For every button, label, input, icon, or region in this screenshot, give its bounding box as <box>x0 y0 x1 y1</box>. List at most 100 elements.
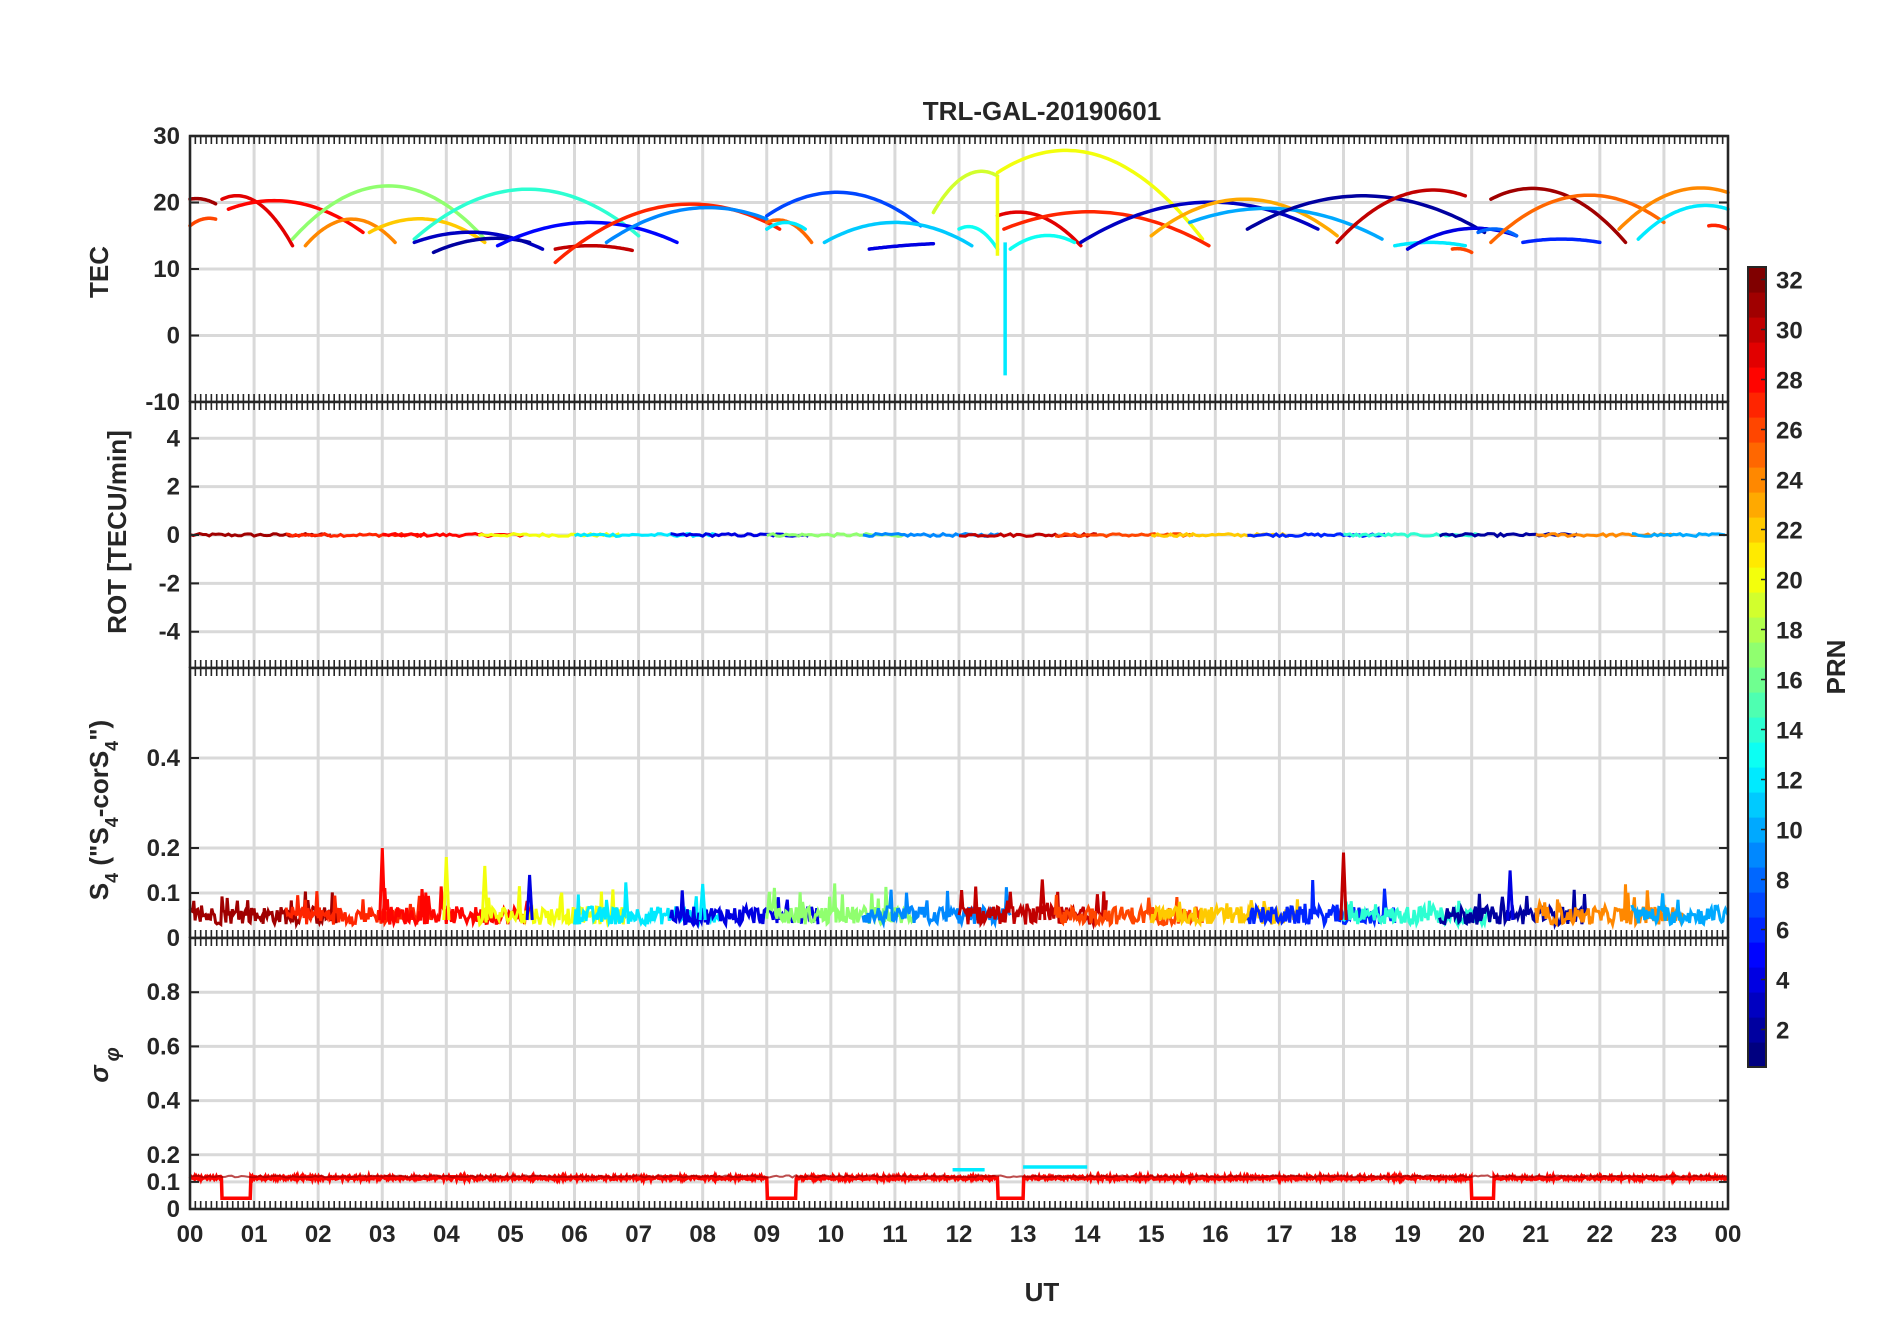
y-tick-label: 0.4 <box>147 1088 181 1115</box>
s4-peak-prn12 <box>698 883 707 921</box>
panel-tec: -10 0 10 20 30 TEC <box>84 123 1730 416</box>
y-tick-label: 10 <box>153 256 180 283</box>
tec-series-prn12 <box>1393 240 1468 248</box>
tec-series-prn29 <box>995 210 1083 248</box>
colorbar-segment <box>1748 992 1766 1018</box>
y-tick-label: 0 <box>167 323 180 350</box>
y-tick-label: 0.1 <box>147 880 180 907</box>
tec-series-prn14 <box>412 187 641 241</box>
colorbar-segment <box>1748 417 1766 443</box>
x-tick-label: 11 <box>882 1221 907 1248</box>
colorbar-segment <box>1748 692 1766 718</box>
x-tick-label: 23 <box>1651 1221 1678 1248</box>
colorbar-tick-label: 10 <box>1776 818 1803 845</box>
panel-s4-data <box>188 847 1730 931</box>
tec-series-prn30 <box>1335 188 1468 245</box>
tec-series-prn5 <box>495 220 679 248</box>
colorbar-tick-label: 32 <box>1776 268 1803 295</box>
tec-series-prn27 <box>1002 210 1211 248</box>
colorbar-frame <box>1747 266 1767 1068</box>
x-tick-label: 07 <box>625 1221 652 1248</box>
tec-series-prn19 <box>931 169 1000 215</box>
colorbar-tick-label: 20 <box>1776 568 1803 595</box>
s4-series-prn17 <box>765 883 916 928</box>
y-tick-label: 0.2 <box>147 835 180 862</box>
x-tick-label: 01 <box>241 1221 268 1248</box>
y-tick-label: 30 <box>153 123 180 150</box>
colorbar-segment <box>1748 317 1766 343</box>
s4-series-prn22 <box>1149 899 1301 928</box>
colorbar-tick-label: 16 <box>1776 668 1803 695</box>
panel-tec-data <box>188 148 1730 376</box>
s4-peak-prn4 <box>1506 870 1515 921</box>
colorbar-segment <box>1748 942 1766 968</box>
tec-series-prn23 <box>1149 197 1339 238</box>
colorbar-tick-label: 26 <box>1776 418 1803 445</box>
y-tick-label: 0.2 <box>147 1142 180 1169</box>
colorbar-segment <box>1748 917 1766 943</box>
y-tick-label: 4 <box>167 425 181 452</box>
y-tick-label: 0.4 <box>147 745 181 772</box>
colorbar-segment <box>1748 392 1766 418</box>
colorbar-segment <box>1748 817 1766 843</box>
s4-series-prn24 <box>1534 884 1685 931</box>
s4-series-prn10 <box>1630 893 1730 928</box>
colorbar-segment <box>1748 617 1766 643</box>
tec-series-prn25 <box>1489 193 1666 245</box>
colorbar-segment <box>1748 517 1766 543</box>
colorbar-tick-label: 6 <box>1776 918 1789 945</box>
x-tick-label: 19 <box>1394 1221 1421 1248</box>
y-tick-label: 0.1 <box>147 1169 180 1196</box>
x-tick-label: 21 <box>1522 1221 1549 1248</box>
colorbar-tick-label: 4 <box>1776 968 1790 995</box>
colorbar-segment <box>1748 642 1766 668</box>
colorbar-tick-label: 30 <box>1776 318 1803 345</box>
x-tick-label: 16 <box>1202 1221 1229 1248</box>
colorbar-segment <box>1748 367 1766 393</box>
tec-series-prn11 <box>822 220 974 248</box>
tec-series-prn8 <box>1476 227 1519 238</box>
s4-peak-prn28 <box>378 847 387 921</box>
panel-sigma-minor-ticks <box>189 938 1729 1209</box>
colorbar-segment <box>1748 467 1766 493</box>
colorbar-segment <box>1748 667 1766 693</box>
colorbar-tick-label: 18 <box>1776 618 1803 645</box>
colorbar-segment <box>1748 967 1766 993</box>
colorbar-tick-label: 12 <box>1776 768 1803 795</box>
tec-series-prn30 <box>553 243 634 253</box>
colorbar-segment <box>1748 892 1766 918</box>
s4-peak-prn4 <box>525 874 534 921</box>
y-axis-label: ROT [TECU/min] <box>102 430 132 634</box>
tec-series-prn24 <box>303 217 397 248</box>
panel-rot-minor-ticks <box>189 402 1729 668</box>
y-tick-label: 0 <box>167 925 180 952</box>
s4-peak-prn30 <box>1339 852 1348 921</box>
y-axis-label: TEC <box>84 246 114 298</box>
s4-series-prn20 <box>476 886 628 929</box>
y-label-part: 4 <box>102 817 122 827</box>
tec-series-prn27 <box>1707 223 1730 231</box>
colorbar-segment <box>1748 292 1766 318</box>
x-tick-label: 14 <box>1074 1221 1101 1248</box>
y-tick-label: 20 <box>153 190 180 217</box>
s4-series-prn9 <box>861 887 1012 930</box>
panel-sigma-data <box>188 1165 1730 1200</box>
tec-series-prn12 <box>1636 203 1730 241</box>
tec-series-prn6 <box>1521 237 1602 245</box>
y-label-part: ("S <box>84 827 114 873</box>
colorbar-tick-label: 2 <box>1776 1018 1789 1045</box>
s4-peak-prn20 <box>480 865 489 921</box>
y-tick-label: 0 <box>167 1196 180 1223</box>
y-axis-label: S4 ("S4-corS4") <box>84 720 122 900</box>
colorbar-segment <box>1748 342 1766 368</box>
colorbar-segment <box>1748 567 1766 593</box>
y-label-part: ") <box>84 720 114 741</box>
y-tick-label: 0 <box>167 522 180 549</box>
tec-series-prn4 <box>867 241 936 251</box>
y-label-part: φ <box>102 1047 124 1061</box>
panel-sigma: 00.10.2 0.4 0.6 0.8 σφ <box>84 936 1730 1223</box>
colorbar-segment <box>1748 742 1766 768</box>
panel-s4-minor-ticks <box>189 668 1729 938</box>
